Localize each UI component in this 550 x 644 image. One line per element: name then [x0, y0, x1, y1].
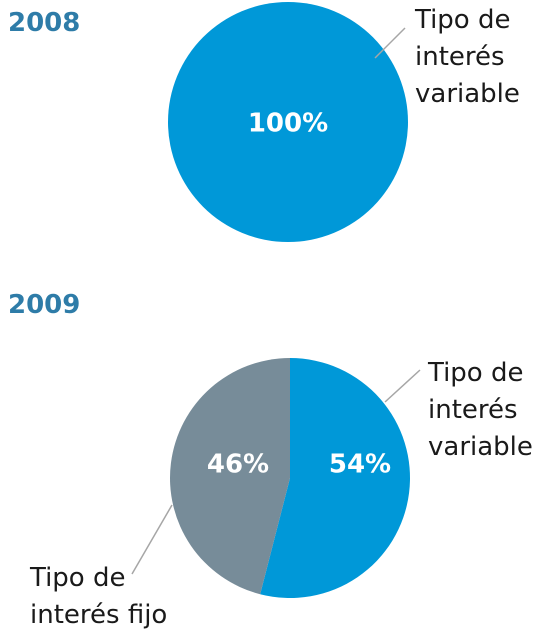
- chart-title: 2009: [8, 290, 81, 320]
- category-label: Tipo de interés variable: [428, 358, 533, 462]
- value-label: 46%: [207, 450, 269, 480]
- value-label: 54%: [329, 450, 391, 480]
- category-label: Tipo de interés fijo: [30, 563, 168, 630]
- category-label: Tipo de interés variable: [415, 5, 520, 109]
- pie-slice: [260, 358, 411, 599]
- leader-line: [384, 369, 421, 403]
- chart-title: 2008: [8, 8, 81, 38]
- pie-slice: [170, 358, 290, 595]
- pie-slice: [168, 2, 408, 242]
- leader-line: [374, 27, 406, 59]
- value-label: 100%: [248, 109, 328, 139]
- leader-line: [131, 504, 173, 575]
